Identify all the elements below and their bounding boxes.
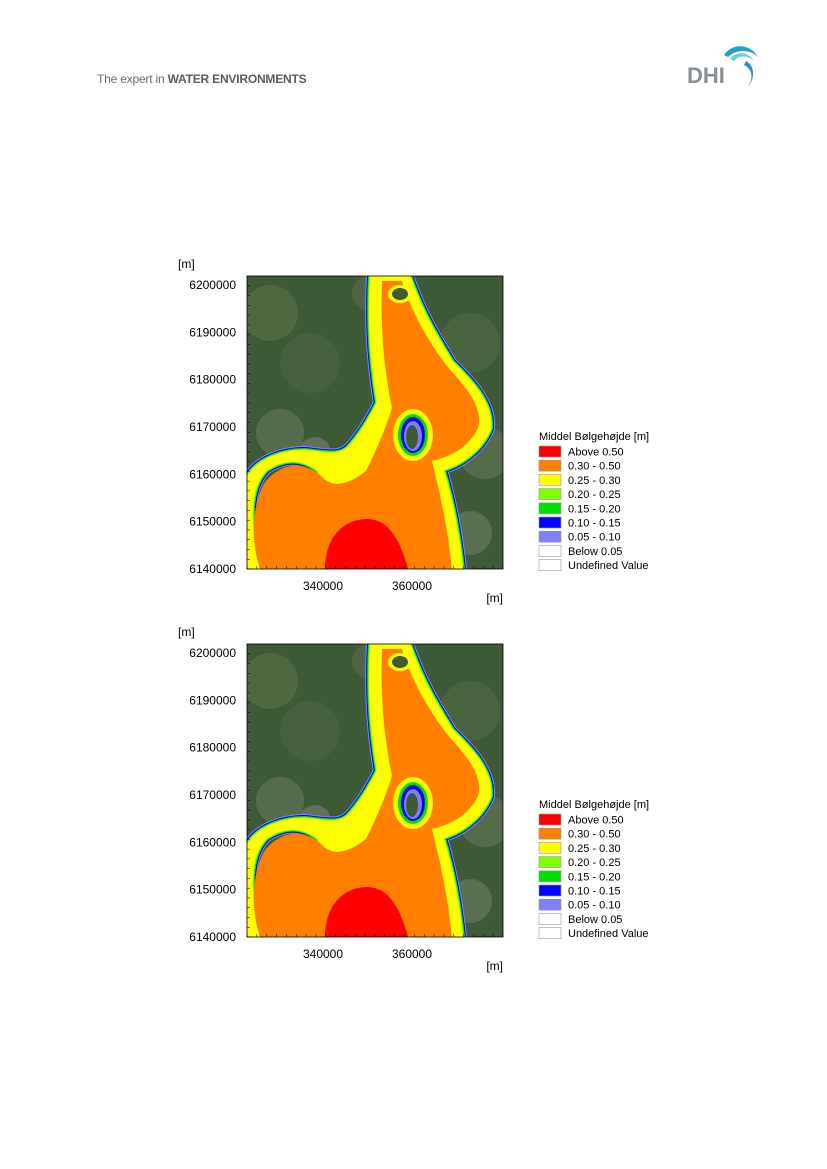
legend-swatch	[538, 459, 562, 472]
wave-band-orange	[253, 649, 480, 937]
legend-swatch	[538, 884, 562, 897]
map-svg: 6200000 6190000 6180000 6170000 6160000 61500…	[178, 257, 649, 605]
land-texture	[280, 701, 340, 761]
legend-label: 0.30 - 0.50	[568, 461, 621, 473]
legend-label: 0.10 - 0.15	[568, 518, 621, 530]
legend-label: 0.25 - 0.30	[568, 843, 621, 855]
legend-swatch	[538, 870, 562, 883]
island-land	[406, 425, 418, 449]
x-unit-label: [m]	[486, 959, 503, 973]
y-tick-label: 6190000	[189, 325, 236, 339]
legend-swatch	[538, 913, 562, 925]
y-tick-label: 6150000	[189, 515, 236, 529]
logo-text: DHI	[687, 63, 725, 88]
x-unit-label: [m]	[486, 591, 503, 605]
north-island-land	[392, 288, 408, 300]
island-land	[406, 793, 418, 817]
wave-band-red	[325, 518, 408, 569]
y-tick-label: 6170000	[189, 420, 236, 434]
dhi-logo: DHI	[687, 46, 758, 88]
legend-label: Undefined Value	[568, 928, 649, 940]
wave-band-orange	[253, 281, 480, 569]
legend-swatch	[538, 842, 562, 854]
legend: Middel Bølgehøjde [m] Above 0.50 0.30 - 0.…	[538, 431, 649, 572]
tagline-bold: WATER ENVIRONMENTS	[167, 72, 307, 86]
legend-title: Middel Bølgehøjde [m]	[539, 799, 649, 811]
legend-swatch	[538, 488, 562, 500]
y-tick-label: 6140000	[189, 930, 236, 944]
land-texture	[256, 409, 304, 457]
legend-label: 0.30 - 0.50	[568, 829, 621, 841]
tagline-prefix: The expert in	[97, 72, 168, 86]
legend-swatch	[538, 856, 562, 868]
legend-swatch	[538, 559, 562, 571]
legend-swatch	[538, 445, 562, 458]
legend-title: Middel Bølgehøjde [m]	[539, 431, 649, 443]
map-svg: 6200000 6190000 6180000 6170000 6160000 61500…	[178, 625, 649, 973]
land-texture	[247, 653, 298, 709]
legend-label: Below 0.05	[568, 546, 622, 558]
legend-swatch	[538, 516, 562, 529]
x-tick-label: 340000	[303, 947, 343, 961]
y-tick-label: 6180000	[189, 373, 236, 387]
legend-swatch	[538, 898, 562, 911]
wave-band-yellow	[372, 644, 390, 773]
y-unit-label: [m]	[178, 625, 195, 639]
legend-swatch	[538, 502, 562, 515]
legend-swatch	[538, 545, 562, 557]
legend-label: 0.05 - 0.10	[568, 900, 621, 912]
legend-swatch	[538, 474, 562, 486]
y-tick-label: 6190000	[189, 693, 236, 707]
legend-swatch	[538, 827, 562, 840]
y-tick-label: 6200000	[189, 646, 236, 660]
legend-label: 0.15 - 0.20	[568, 871, 621, 883]
y-tick-label: 6180000	[189, 741, 236, 755]
x-tick-label: 360000	[392, 579, 432, 593]
map-plot	[247, 644, 503, 937]
y-tick-label: 6160000	[189, 835, 236, 849]
legend-label: Undefined Value	[568, 560, 649, 572]
company-tagline: The expert in WATER ENVIRONMENTS	[97, 72, 307, 86]
y-tick-label: 6170000	[189, 788, 236, 802]
wave-height-map-2: 6200000 6190000 6180000 6170000 6160000 61500…	[170, 621, 660, 973]
y-tick-label: 6150000	[189, 883, 236, 897]
wave-band-red	[325, 886, 408, 937]
legend: Middel Bølgehøjde [m] Above 0.50 0.30 - 0.…	[538, 799, 649, 940]
legend-label: 0.05 - 0.10	[568, 532, 621, 544]
legend-label: Above 0.50	[568, 447, 624, 459]
y-tick-label: 6200000	[189, 278, 236, 292]
legend-label: Below 0.05	[568, 914, 622, 926]
legend-label: 0.20 - 0.25	[568, 857, 621, 869]
x-tick-label: 360000	[392, 947, 432, 961]
north-island-land	[392, 656, 408, 668]
land-texture	[280, 333, 340, 393]
land-texture	[256, 777, 304, 825]
legend-label: 0.10 - 0.15	[568, 886, 621, 898]
legend-label: 0.25 - 0.30	[568, 475, 621, 487]
map-plot	[247, 276, 503, 569]
wave-height-map-1: 6200000 6190000 6180000 6170000 6160000 61500…	[170, 253, 660, 605]
legend-label: 0.20 - 0.25	[568, 489, 621, 501]
y-unit-label: [m]	[178, 257, 195, 271]
legend-swatch	[538, 813, 562, 826]
y-tick-label: 6140000	[189, 562, 236, 576]
y-tick-label: 6160000	[189, 467, 236, 481]
land-texture	[247, 285, 298, 341]
x-tick-label: 340000	[303, 579, 343, 593]
legend-swatch	[538, 530, 562, 543]
legend-label: 0.15 - 0.20	[568, 503, 621, 515]
wave-band-yellow	[372, 276, 390, 405]
legend-label: Above 0.50	[568, 815, 624, 827]
legend-swatch	[538, 927, 562, 939]
